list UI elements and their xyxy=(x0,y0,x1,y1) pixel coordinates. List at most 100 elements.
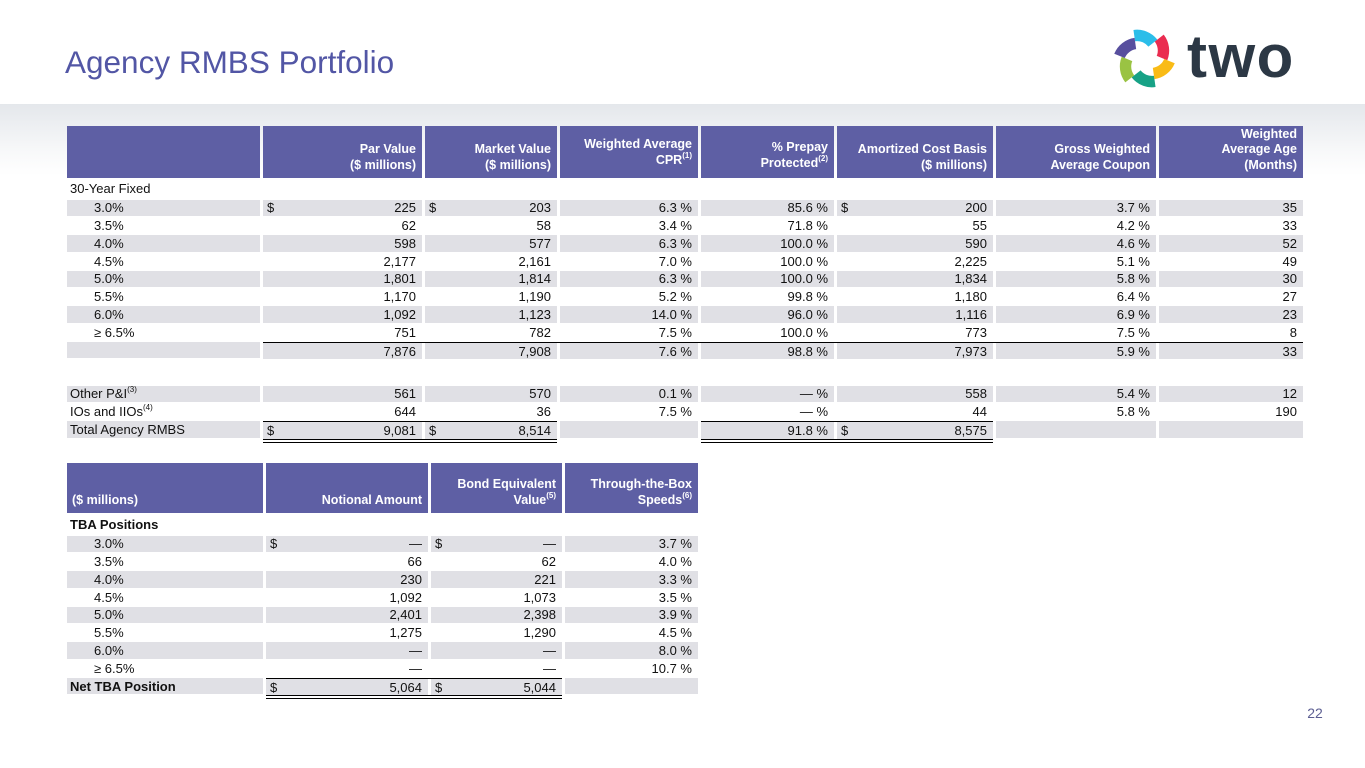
table-row: 3.5% 62 58 3.4 % 71.8 % 55 4.2 % 33 xyxy=(67,217,1303,235)
column-header-text: ($ millions) xyxy=(485,157,551,172)
table-cell: 6.3 % xyxy=(560,270,698,288)
table-cell: $ — xyxy=(431,535,562,552)
header-line: Notional Amount xyxy=(266,493,422,509)
total-rule-group: $5,064 $5,044 xyxy=(266,677,562,700)
header-line: ($ millions) xyxy=(425,158,551,174)
row-label-cell: Other P&I (3) xyxy=(67,385,260,403)
table-row: 3.0% $225 $203 6.3 % 85.6 % $200 3.7 % 3… xyxy=(67,199,1303,218)
section-header-row: 30-Year Fixed xyxy=(67,178,1303,200)
cell-value: 96.0 % xyxy=(787,307,828,323)
cell-value: 3.7 % xyxy=(658,536,692,552)
cell-value: 6.9 % xyxy=(1116,307,1150,323)
table-cell: 7.5 % xyxy=(996,324,1156,341)
cell-value: — xyxy=(543,660,556,676)
table-cell: 1,275 xyxy=(266,624,428,641)
row-label-cell xyxy=(67,341,260,359)
logo-arc-upper-left xyxy=(1114,37,1137,59)
row-label-cell: 4.0% xyxy=(67,235,260,252)
table-cell: 62 xyxy=(263,217,422,234)
table-cell: 62 xyxy=(431,553,562,570)
table-cell: 3.3 % xyxy=(565,571,698,588)
table-cell: 5.4 % xyxy=(996,385,1156,403)
table-cell: $200 xyxy=(837,199,993,216)
table-cell: 36 xyxy=(425,403,557,420)
header-line: ($ millions) xyxy=(837,158,987,174)
cell-value: 2,161 xyxy=(518,253,551,269)
table-header-row: ($ millions) Notional Amount Bond Equiva… xyxy=(67,463,698,513)
cell-value: 98.8 % xyxy=(787,343,828,359)
logo-arc-upper-right xyxy=(1154,34,1170,61)
cell-value: 5,064 xyxy=(389,679,422,695)
row-label-cell: ≥ 6.5% xyxy=(67,324,260,341)
cell-value: 5.9 % xyxy=(1116,343,1150,359)
cell-value: 1,834 xyxy=(954,271,987,287)
spacer-row xyxy=(67,360,1303,386)
currency-symbol: $ xyxy=(270,536,278,552)
row-label-cell: 5.0% xyxy=(67,270,260,288)
cell-value: 782 xyxy=(529,324,551,340)
cell-value: 3.3 % xyxy=(658,571,692,587)
cell-value: 52 xyxy=(1282,235,1297,251)
cell-value: 85.6 % xyxy=(787,200,828,216)
cell-value: 7,908 xyxy=(518,343,551,359)
column-header: ($ millions) xyxy=(67,463,263,513)
header-line: CPR(1) xyxy=(560,151,692,169)
table-cell: 6.3 % xyxy=(560,235,698,252)
table-cell: 12 xyxy=(1159,385,1303,403)
row-label: 3.5% xyxy=(94,554,124,570)
cell-value: 1,092 xyxy=(383,307,416,323)
cell-value: 225 xyxy=(394,200,416,216)
cell-value: 1,092 xyxy=(389,589,422,605)
cell-value: 7.0 % xyxy=(658,253,692,269)
row-label: 3.0% xyxy=(94,200,124,216)
cell-value: 1,123 xyxy=(518,307,551,323)
table-cell: 100.0 % xyxy=(701,270,834,288)
table-cell: 100.0 % xyxy=(701,253,834,270)
column-header-text: ($ millions) xyxy=(72,492,138,507)
table-cell: 3.5 % xyxy=(565,589,698,606)
table-cell: 2,161 xyxy=(425,253,557,270)
subtotal-row: 7,876 7,908 7.6 % 98.8 % 7,973 5.9 % 33 xyxy=(67,341,1303,360)
table-cell: 5.9 % xyxy=(996,342,1156,360)
table-row: 5.5% 1,275 1,290 4.5 % xyxy=(67,624,698,642)
row-label-cell: 5.0% xyxy=(67,606,263,624)
table-cell: 561 xyxy=(263,385,422,403)
table-cell: 8 xyxy=(1159,324,1303,341)
header-line: Gross Weighted xyxy=(996,142,1150,158)
cell-value: 14.0 % xyxy=(651,307,692,323)
table-cell: — xyxy=(266,660,428,677)
header-line: Protected(2) xyxy=(701,154,828,172)
column-header-text: Value xyxy=(513,492,547,507)
column-header-text: Average Coupon xyxy=(1050,157,1150,172)
table-cell: 1,180 xyxy=(837,288,993,305)
column-header: Market Value ($ millions) xyxy=(425,126,557,178)
header-line: Value(5) xyxy=(431,491,556,509)
cell-value: 100.0 % xyxy=(780,235,828,251)
row-label-cell: Total Agency RMBS xyxy=(67,421,260,438)
column-header-text: Bond Equivalent xyxy=(457,477,556,491)
row-label-cell: 4.5% xyxy=(67,589,263,606)
currency-symbol: $ xyxy=(435,536,443,552)
table-cell: 27 xyxy=(1159,288,1303,305)
table-cell: 221 xyxy=(431,571,562,588)
table-cell: 100.0 % xyxy=(701,324,834,341)
company-logo: two xyxy=(1111,25,1295,92)
table-cell: 33 xyxy=(1159,342,1303,360)
table-cell: 1,116 xyxy=(837,306,993,323)
section-label: TBA Positions xyxy=(70,516,159,532)
table-cell: 71.8 % xyxy=(701,217,834,234)
row-label: ≥ 6.5% xyxy=(94,324,135,340)
table-cell: 1,092 xyxy=(266,589,428,606)
cell-value: 8,514 xyxy=(518,423,551,439)
table-cell: 49 xyxy=(1159,253,1303,270)
cell-value: 0.1 % xyxy=(658,386,692,402)
cell-value: 5.8 % xyxy=(1116,271,1150,287)
row-label-cell: ≥ 6.5% xyxy=(67,660,263,677)
cell-value: 1,180 xyxy=(954,289,987,305)
row-label: IOs and IIOs xyxy=(70,404,143,420)
column-header: % Prepay Protected(2) xyxy=(701,126,834,178)
table-row: 3.5% 66 62 4.0 % xyxy=(67,553,698,571)
row-label: 5.5% xyxy=(94,289,124,305)
cell-value: 100.0 % xyxy=(780,253,828,269)
table-cell: 558 xyxy=(837,385,993,403)
